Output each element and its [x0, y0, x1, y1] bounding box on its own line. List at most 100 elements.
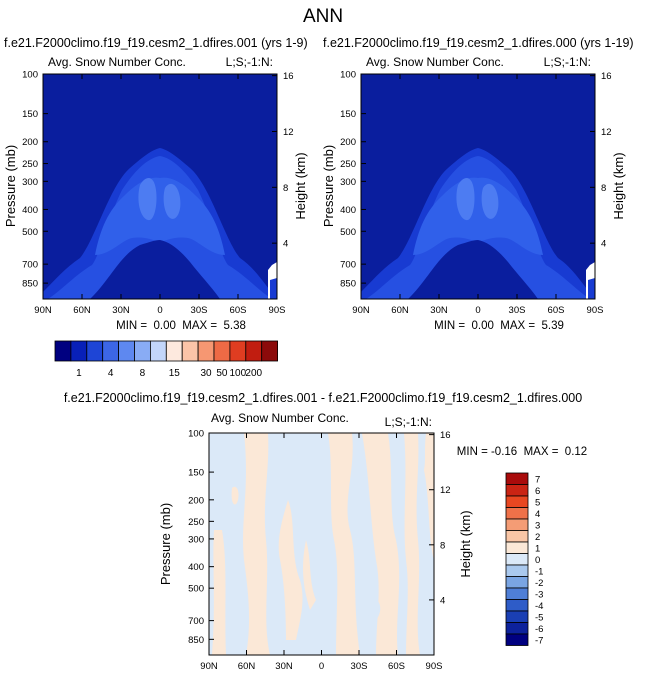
colorbar-diff-label: 1	[535, 543, 540, 554]
panel-b-xtick-label: 90N	[352, 305, 370, 316]
panel-b-ylabel: Pressure (mb)	[321, 145, 336, 227]
panel-b-ytick-label: 200	[340, 137, 356, 148]
panel-b-ytick-right-label: 16	[601, 71, 612, 82]
colorbar-diff-box	[505, 484, 529, 497]
colorbar-top-label: 200	[245, 368, 262, 379]
panel-b-subtitle-right: L;S;-1:N:	[544, 55, 591, 69]
panel-b-ytick-label: 100	[340, 70, 356, 81]
panel-a-ytick-label: 500	[22, 227, 38, 238]
panel-b-ytick-label: 250	[340, 159, 356, 170]
panel-a-ytick-right-label: 16	[283, 71, 294, 82]
panel-c-xtick-label: 90N	[200, 661, 218, 672]
panel-c-ylabel: Pressure (mb)	[158, 503, 173, 585]
panel-b-ytick-right-label: 12	[601, 127, 612, 138]
panel-b-ytick-label: 300	[340, 177, 356, 188]
panel-b-field	[361, 74, 595, 299]
colorbar-diff-label: 0	[535, 555, 540, 566]
panel-b-xtick-label: 60N	[391, 305, 409, 316]
panel-c-ytick-label: 300	[188, 534, 204, 545]
colorbar-diff-box	[505, 564, 529, 577]
colorbar-top-box	[134, 340, 151, 362]
colorbar-top-box	[165, 340, 183, 362]
colorbar-diff-box	[505, 576, 529, 589]
panel-c-xtick-label: 30S	[351, 661, 368, 672]
colorbar-diff-label: -6	[535, 624, 543, 635]
panel-a-title: f.e21.F2000climo.f19_f19.cesm2_1.dfires.…	[4, 36, 308, 50]
panel-a-ytick-label: 400	[22, 205, 38, 216]
panel-b-ytick-label: 700	[340, 260, 356, 271]
panel-c-ytick-right-label: 12	[440, 485, 451, 496]
colorbar-diff-box	[505, 599, 529, 612]
colorbar-top-label: 30	[200, 368, 212, 379]
colorbar-top-box	[70, 340, 88, 362]
panel-b-xtick-label: 90S	[587, 305, 604, 316]
colorbar-top-box	[181, 340, 199, 362]
panel-a-subtitle-right: L;S;-1:N:	[226, 55, 273, 69]
colorbar-top-box	[149, 340, 167, 362]
colorbar-diff-box	[505, 633, 529, 646]
panel-a-stats: MIN = 0.00 MAX = 5.38	[116, 320, 246, 332]
panel-a-ytick-label: 300	[22, 177, 38, 188]
panel-c-xtick-label: 90S	[426, 661, 443, 672]
panel-b-title: f.e21.F2000climo.f19_f19.cesm2_1.dfires.…	[323, 36, 634, 50]
colorbar-top-box	[118, 340, 135, 362]
panel-c-xtick-label: 0	[319, 661, 324, 672]
panel-a-xtick-label: 30S	[191, 305, 208, 316]
colorbar-diff-label: 5	[535, 497, 540, 508]
panel-b-ytick-label: 500	[340, 227, 356, 238]
colorbar-top-label: 50	[216, 368, 228, 379]
panel-c-ytick-label: 100	[188, 429, 204, 440]
colorbar-diff-label: -3	[535, 589, 543, 600]
panel-c: f.e21.F2000climo.f19_f19.cesm2_1.dfires.…	[64, 391, 587, 672]
colorbar-top-label: 15	[169, 368, 181, 379]
colorbar-diff-box	[505, 495, 529, 508]
colorbar-diff-box	[505, 507, 529, 520]
panel-b-ytick-label: 850	[340, 279, 356, 290]
panel-b-ytick-label: 150	[340, 109, 356, 120]
colorbar-top-box	[102, 340, 119, 362]
colorbar-diff-label: -2	[535, 578, 543, 589]
panel-c-xtick-label: 60N	[238, 661, 256, 672]
colorbar-diff-label: 6	[535, 486, 540, 497]
colorbar-diff-label: 2	[535, 532, 540, 543]
panel-b-axes: 100 150 200 250 300 400 500 700 850 16 12 8 4 90N 60N 3…	[340, 70, 611, 317]
colorbar-diff-box	[505, 587, 529, 600]
colorbar-diff-box	[505, 622, 529, 635]
panel-c-ytick-label: 250	[188, 517, 204, 528]
panel-b-xtick-label: 30S	[509, 305, 526, 316]
panel-a-ylabel: Pressure (mb)	[3, 145, 18, 227]
panel-b-ytick-right-label: 4	[601, 239, 606, 250]
panel-a-axes: 100 150 200 250 300 400 500 700 850 16 12 8 4 90N 60N 3…	[22, 70, 293, 317]
colorbar-diff-label: 3	[535, 520, 540, 531]
colorbar-top-box	[245, 340, 263, 362]
panel-b-ytick-label: 400	[340, 205, 356, 216]
panel-a-ytick-label: 150	[22, 109, 38, 120]
panel-c-ytick-right-label: 4	[440, 595, 445, 606]
colorbar-top-box	[213, 340, 231, 362]
panel-c-stats: MIN = -0.16 MAX = 0.12	[457, 446, 587, 458]
panel-c-ytick-right-label: 8	[440, 540, 445, 551]
colorbar-top-box	[54, 340, 72, 362]
panel-a-ylabel-right: Height (km)	[293, 152, 308, 219]
panel-a-ytick-label: 700	[22, 260, 38, 271]
page-title: ANN	[303, 6, 343, 27]
panel-a-ytick-right-label: 12	[283, 127, 294, 138]
panel-b-ylabel-right: Height (km)	[611, 152, 626, 219]
panel-c-subtitle-left: Avg. Snow Number Conc.	[211, 411, 349, 425]
colorbar-top-label: 4	[108, 368, 114, 379]
colorbar-diff-box	[505, 610, 529, 623]
colorbar-diff-label: -5	[535, 612, 543, 623]
panel-c-ytick-label: 400	[188, 562, 204, 573]
panel-c-ytick-right-label: 16	[440, 430, 451, 441]
panel-b-subtitle-left: Avg. Snow Number Conc.	[366, 55, 504, 69]
panel-b-xtick-label: 30N	[430, 305, 448, 316]
colorbar-top-label: 8	[140, 368, 146, 379]
panel-a-xtick-label: 90S	[269, 305, 286, 316]
panel-c-ylabel-right: Height (km)	[458, 510, 473, 577]
panel-a-xtick-label: 0	[157, 305, 162, 316]
panel-a-field	[43, 74, 277, 299]
panel-a-xtick-label: 90N	[34, 305, 52, 316]
colorbar-diff-box	[505, 541, 529, 554]
colorbar-top-label: 100	[230, 368, 247, 379]
